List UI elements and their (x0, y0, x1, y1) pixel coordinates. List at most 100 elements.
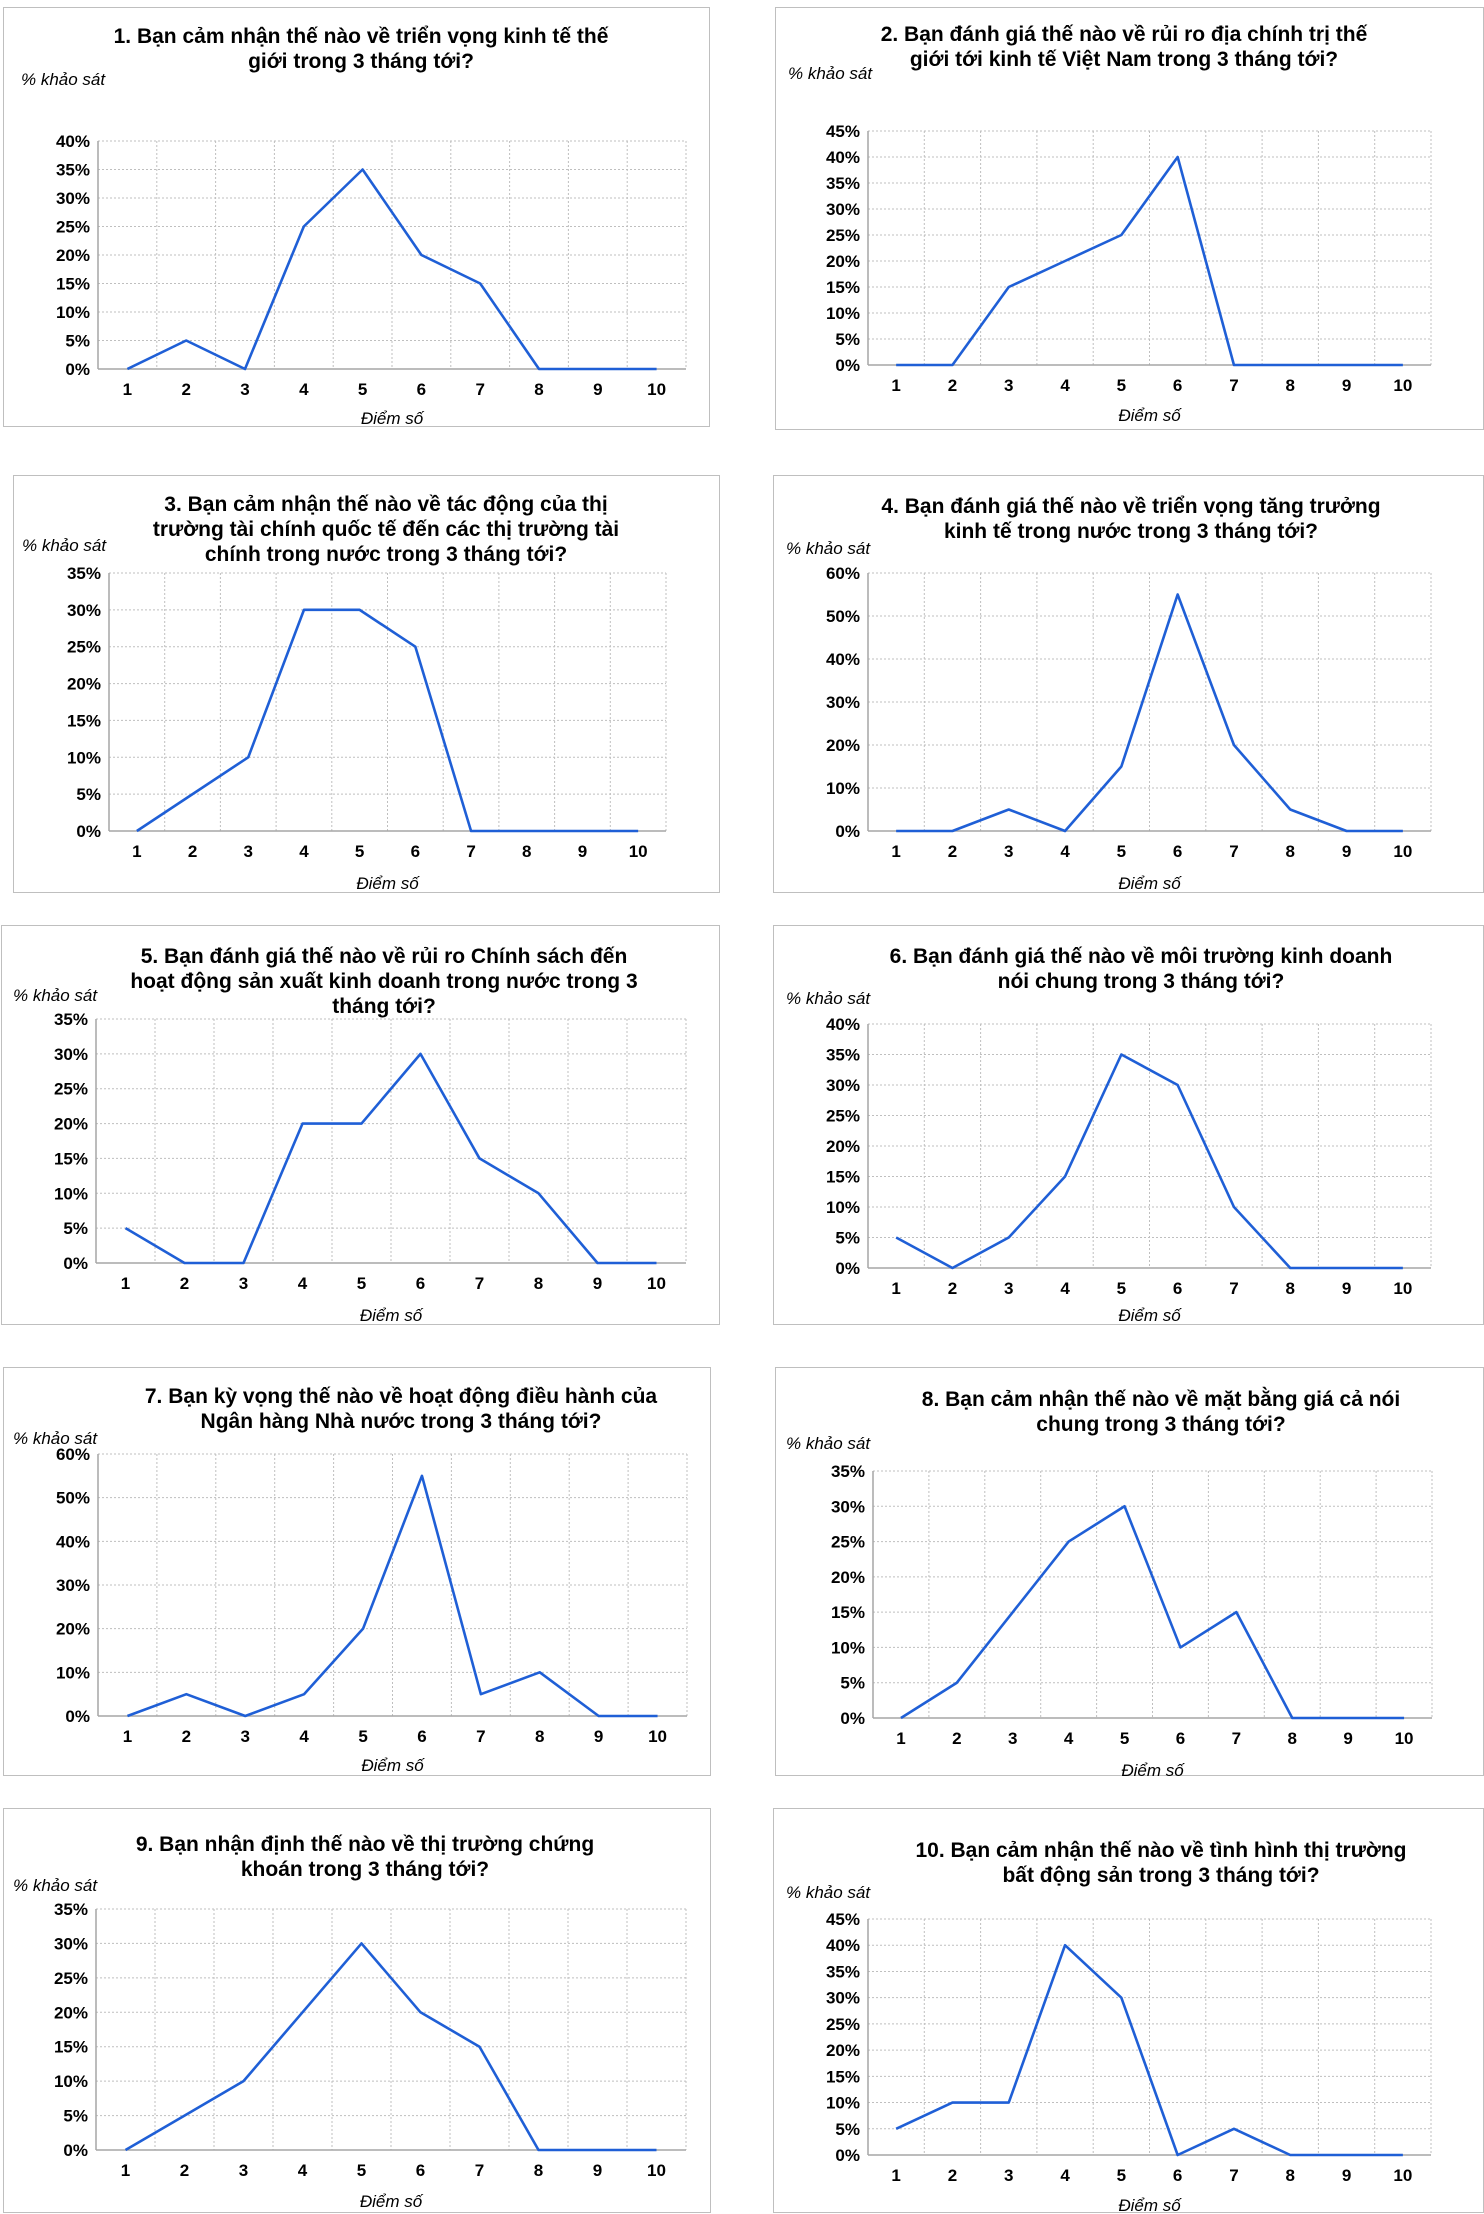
data-point (655, 1261, 659, 1265)
y-tick-label: 15% (67, 711, 101, 730)
chart-title-line: 10. Bạn cảm nhận thế nào về tình hình th… (915, 1839, 1406, 1862)
chart-title: 2. Bạn đánh giá thế nào về rủi ro địa ch… (881, 23, 1368, 71)
y-axis-label: % khảo sát (786, 539, 871, 558)
y-tick-label: 45% (826, 122, 860, 141)
x-tick-label: 9 (1342, 1279, 1351, 1298)
y-tick-label: 10% (67, 748, 101, 767)
x-tick-label: 10 (647, 2161, 666, 2180)
y-tick-label: 5% (63, 1219, 88, 1238)
y-tick-label: 0% (63, 2141, 88, 2160)
y-tick-label: 15% (54, 1149, 88, 1168)
x-tick-label: 10 (648, 1727, 667, 1746)
x-tick-label: 3 (1004, 376, 1013, 395)
data-point (243, 367, 247, 371)
data-point (1345, 363, 1349, 367)
y-tick-label: 40% (826, 1936, 860, 1955)
x-tick-label: 1 (891, 842, 900, 861)
data-point (302, 608, 306, 612)
x-tick-label: 4 (299, 842, 309, 861)
y-tick-label: 10% (54, 2072, 88, 2091)
chart-title-line: 9. Bạn nhận định thế nào về thị trường c… (136, 1833, 594, 1856)
x-tick-label: 4 (1060, 842, 1070, 861)
chart-title-line: chung trong 3 tháng tới? (1036, 1413, 1285, 1436)
x-tick-label: 5 (1117, 1279, 1126, 1298)
y-tick-label: 40% (826, 148, 860, 167)
series-line (124, 1052, 657, 1265)
y-tick-label: 30% (826, 1076, 860, 1095)
y-tick-label: 10% (826, 2094, 860, 2113)
x-tick-label: 10 (1395, 1729, 1414, 1748)
x-tick-label: 5 (358, 380, 367, 399)
x-tick-label: 8 (535, 1727, 544, 1746)
y-tick-label: 20% (54, 2003, 88, 2022)
chart-panel-3: 3. Bạn cảm nhận thế nào về tác động của … (13, 475, 720, 893)
x-tick-label: 7 (476, 1727, 485, 1746)
chart-title: 9. Bạn nhận định thế nào về thị trường c… (136, 1833, 594, 1881)
chart-title-line: 5. Bạn đánh giá thế nào về rủi ro Chính … (141, 945, 628, 968)
chart-title-line: 3. Bạn cảm nhận thế nào về tác động của … (164, 493, 607, 516)
data-point (1401, 363, 1405, 367)
y-tick-label: 0% (835, 356, 860, 375)
gridlines (96, 1018, 687, 1263)
gridlines (873, 1470, 1433, 1718)
data-point (124, 2148, 128, 2152)
line-chart-1: 1. Bạn cảm nhận thế nào về triển vọng ki… (21, 25, 687, 428)
data-point (1401, 829, 1405, 833)
y-tick-label: 30% (831, 1497, 865, 1516)
x-tick-label: 9 (578, 842, 587, 861)
y-tick-label: 40% (56, 132, 90, 151)
chart-title: 8. Bạn cảm nhận thế nào về mặt bằng giá … (922, 1387, 1400, 1436)
data-point (135, 829, 139, 833)
x-tick-label: 9 (1342, 376, 1351, 395)
y-tick-label: 30% (826, 693, 860, 712)
x-tick-label: 5 (1117, 2166, 1126, 2185)
y-tick-label: 5% (835, 2120, 860, 2139)
data-point (242, 2079, 246, 2083)
x-tick-label: 2 (188, 842, 197, 861)
x-tick-label: 10 (1393, 842, 1412, 861)
x-tick-label: 2 (182, 1727, 191, 1746)
y-tick-label: 15% (54, 2038, 88, 2057)
chart-title-line: 8. Bạn cảm nhận thế nào về mặt bằng giá … (922, 1387, 1400, 1411)
y-tick-label: 0% (65, 360, 90, 379)
data-point (1063, 1943, 1067, 1947)
y-axis-label: % khảo sát (788, 64, 873, 83)
y-tick-label: 35% (826, 1962, 860, 1981)
data-point (1346, 1716, 1350, 1720)
series-line (895, 1053, 1403, 1270)
y-tick-label: 0% (63, 1254, 88, 1273)
x-tick-label: 4 (299, 380, 309, 399)
line-chart-5: 5. Bạn đánh giá thế nào về rủi ro Chính … (13, 945, 687, 1325)
data-point (360, 1122, 364, 1126)
data-point (125, 367, 129, 371)
y-axis-label: % khảo sát (13, 1876, 98, 1895)
data-point (1345, 1266, 1349, 1270)
data-point (1007, 285, 1011, 289)
data-point (1402, 1716, 1406, 1720)
data-point (419, 2010, 423, 2014)
x-tick-label: 2 (948, 842, 957, 861)
y-axis-label: % khảo sát (786, 989, 871, 1008)
data-point (596, 1261, 600, 1265)
data-point (302, 1692, 306, 1696)
data-point (537, 1191, 541, 1195)
line-chart-6: 6. Bạn đánh giá thế nào về môi trường ki… (786, 945, 1432, 1325)
y-tick-label: 25% (54, 1969, 88, 1988)
x-tick-label: 6 (417, 380, 426, 399)
x-tick-label: 8 (1286, 842, 1295, 861)
data-point (655, 367, 659, 371)
x-axis-label: Điểm số (361, 1756, 425, 1775)
x-tick-label: 3 (1008, 1729, 1017, 1748)
x-tick-label: 7 (475, 1274, 484, 1293)
data-point (1288, 2153, 1292, 2157)
x-tick-label: 10 (1393, 1279, 1412, 1298)
y-tick-label: 20% (826, 2041, 860, 2060)
x-tick-label: 8 (522, 842, 531, 861)
x-tick-label: 6 (1173, 842, 1182, 861)
data-point (1176, 155, 1180, 159)
x-tick-label: 4 (298, 2161, 308, 2180)
x-tick-label: 2 (948, 376, 957, 395)
chart-panel-9: 9. Bạn nhận định thế nào về thị trường c… (3, 1808, 711, 2213)
data-point (1067, 1540, 1071, 1544)
y-tick-label: 20% (54, 1115, 88, 1134)
